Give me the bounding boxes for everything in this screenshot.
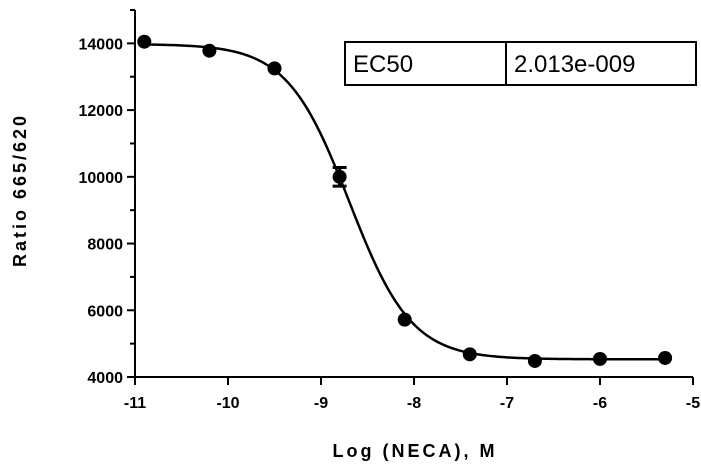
data-point [527,353,542,368]
y-tick-label: 14000 [79,36,124,53]
y-tick-label: 6000 [87,303,123,320]
data-point [267,61,282,76]
y-tick-label: 10000 [79,170,124,187]
x-tick-label: -11 [124,395,146,412]
x-tick-label: -9 [314,395,328,412]
ec50-label: EC50 [353,51,413,78]
plot-area [137,34,673,368]
y-tick-label: 4000 [87,370,123,387]
data-point [332,169,347,184]
x-tick-label: -8 [407,395,421,412]
fit-curve [144,43,666,361]
x-axis-title: Log (NECA), M [333,441,498,461]
data-point [462,347,477,362]
axes: -11 -10 -9 -8 -7 -6 -5 4000 6000 8000 10000 12000 14… [79,9,700,412]
data-point [137,34,152,49]
ec50-value: 2.013e-009 [514,51,635,78]
ec50-table-border [344,41,697,86]
y-tick-label: 12000 [79,103,124,120]
x-tick-label: -7 [500,395,514,412]
x-tick-label: -10 [216,395,239,412]
data-point [397,312,412,327]
data-point [202,43,217,58]
ec50-table: EC50 2.013e-009 [344,41,697,86]
y-tick-label: 8000 [87,237,123,254]
data-point [593,351,607,366]
y-axis-title: Ratio 665/620 [10,113,30,267]
x-tick-label: -5 [686,395,700,412]
data-point [658,350,673,365]
x-tick-label: -6 [593,395,607,412]
